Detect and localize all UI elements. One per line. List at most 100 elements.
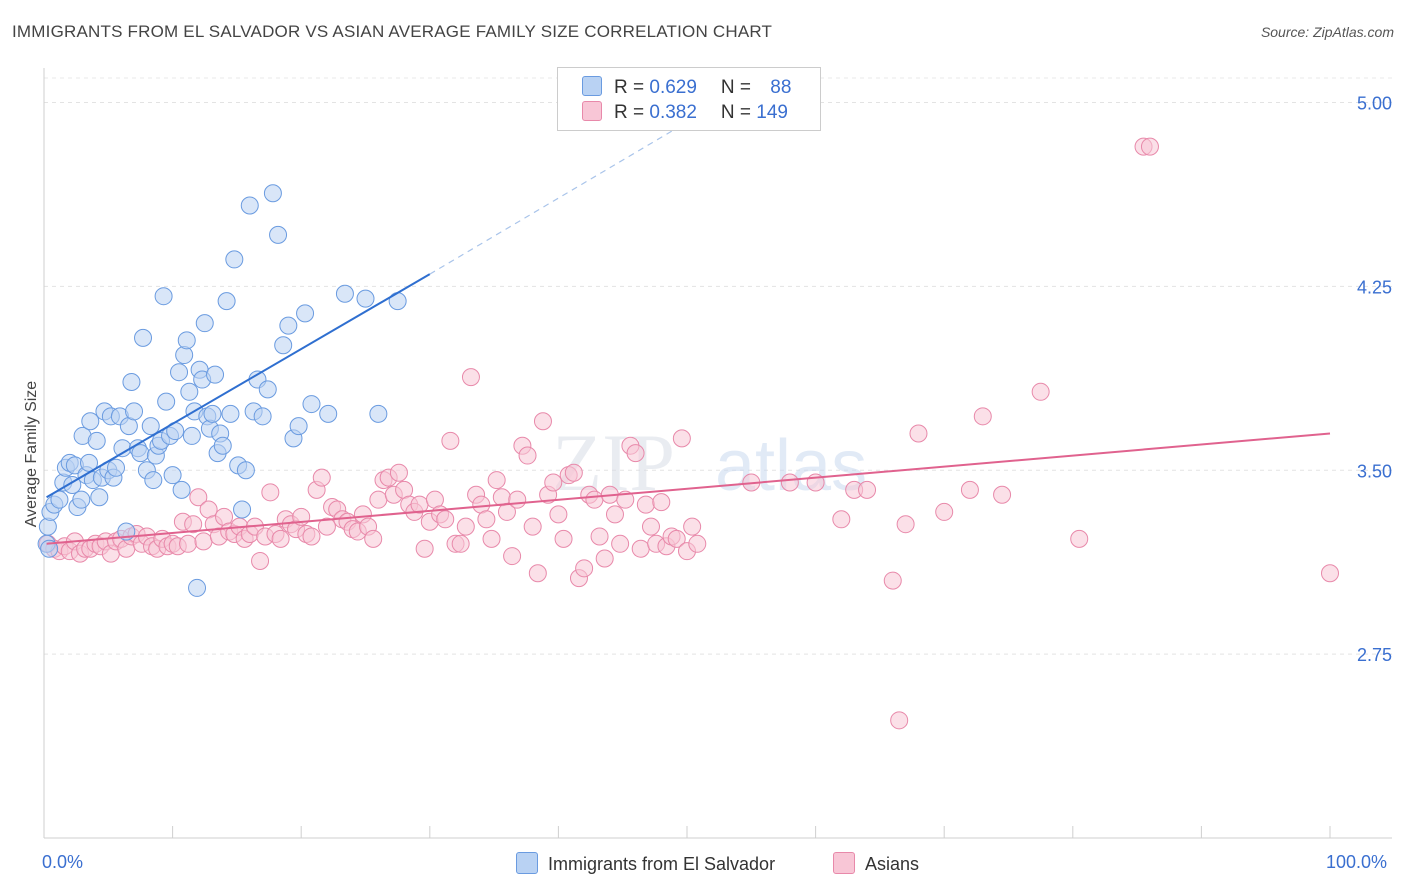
asians-point — [317, 517, 336, 536]
asians-point — [575, 559, 594, 578]
el-salvador-point — [154, 287, 173, 306]
el-salvador-point — [72, 490, 91, 509]
el-salvador-point — [170, 363, 189, 382]
legend-n-label: N = — [720, 77, 757, 98]
trend-lines — [46, 121, 1331, 545]
el-salvador-point — [213, 436, 232, 455]
el-salvador-point — [125, 402, 144, 421]
asians-point — [302, 527, 321, 546]
asians-point — [554, 529, 573, 548]
el-salvador-point — [319, 404, 338, 423]
el-salvador-point — [182, 426, 201, 445]
asians-point — [858, 480, 877, 499]
el-salvador-point — [356, 289, 375, 308]
asians-point — [451, 534, 470, 553]
el-salvador-point — [279, 316, 298, 335]
asians-point — [1070, 529, 1089, 548]
el-salvador-point — [274, 336, 293, 355]
el-salvador-points — [37, 184, 407, 597]
asians-point — [487, 471, 506, 490]
series-legend: Immigrants from El Salvador Asians — [0, 852, 1406, 878]
el-salvador-point — [87, 431, 106, 450]
legend-swatch-blue — [582, 76, 602, 96]
asians-point — [688, 534, 707, 553]
el-salvador-point — [388, 292, 407, 311]
asians-point — [482, 529, 501, 548]
watermark-atlas: atlas — [715, 426, 867, 506]
el-salvador-point — [233, 500, 252, 519]
el-salvador-point — [107, 458, 126, 477]
legend-r-label: R = — [614, 102, 650, 123]
el-salvador-point — [90, 488, 109, 507]
el-salvador-point — [157, 392, 176, 411]
el-salvador-point — [302, 395, 321, 414]
legend-n-value: 88 — [770, 77, 792, 98]
el-salvador-point — [296, 304, 315, 323]
chart-title: IMMIGRANTS FROM EL SALVADOR VS ASIAN AVE… — [12, 22, 773, 41]
asians-point — [832, 510, 851, 529]
el-salvador-point — [221, 404, 240, 423]
asians-point — [436, 510, 455, 529]
asians-point — [369, 490, 388, 509]
el-salvador-point — [195, 314, 214, 333]
source-credit: Source: ZipAtlas.com — [1261, 24, 1394, 40]
asians-point — [508, 490, 527, 509]
el-salvador-point — [40, 539, 59, 558]
asians-point — [179, 534, 198, 553]
asians-point — [672, 429, 691, 448]
y-tick-label: 4.25 — [1357, 277, 1392, 297]
el-salvador-point — [141, 417, 160, 436]
asians-point — [389, 463, 408, 482]
asians-point — [1321, 564, 1339, 583]
el-salvador-point — [263, 184, 282, 203]
legend-item-el-salvador[interactable]: Immigrants from El Salvador — [516, 852, 775, 875]
legend-n-label: N = — [720, 102, 757, 123]
legend-n-value: 149 — [756, 102, 788, 123]
x-tick-label-left: 0.0% — [42, 852, 84, 872]
legend-item-asians[interactable]: Asians — [833, 852, 919, 875]
asians-point — [595, 549, 614, 568]
asians-point — [533, 412, 552, 431]
el-salvador-point — [144, 471, 163, 490]
asians-point — [590, 527, 609, 546]
asians-point — [364, 529, 383, 548]
legend-r-value: 0.629 — [649, 77, 697, 98]
asians-point — [194, 532, 213, 551]
axes — [43, 68, 1392, 839]
el-salvador-point — [335, 284, 354, 303]
el-salvador-point — [369, 404, 388, 423]
asians-point — [890, 711, 909, 730]
asians-point — [312, 468, 331, 487]
el-salvador-point — [203, 404, 222, 423]
el-salvador-point — [206, 365, 225, 384]
el-salvador-point — [50, 490, 69, 509]
asians-point — [896, 515, 915, 534]
asians-point — [605, 505, 624, 524]
y-axis-label: Average Family Size — [23, 380, 40, 528]
legend-row-el-salvador: R = 0.629 N = 88 — [582, 76, 791, 100]
el-salvador-point — [134, 328, 153, 347]
asians-point — [184, 515, 203, 534]
y-tick-label: 2.75 — [1357, 645, 1392, 665]
el-salvador-point — [269, 225, 288, 244]
el-salvador-point — [38, 517, 57, 536]
asians-points — [38, 137, 1339, 730]
legend-r-value: 0.382 — [649, 102, 697, 123]
source-name: ZipAtlas.com — [1313, 24, 1394, 40]
asians-point — [544, 473, 563, 492]
el-salvador-point — [289, 417, 308, 436]
asians-point — [909, 424, 928, 443]
el-salvador-point — [240, 196, 259, 215]
el-salvador-point — [253, 407, 272, 426]
legend-r-label: R = — [614, 77, 650, 98]
asians-point — [641, 517, 660, 536]
asians-point — [456, 517, 475, 536]
asians-point — [935, 502, 954, 521]
legend-swatch-pink — [582, 101, 602, 121]
el-salvador-point — [81, 412, 100, 431]
asians-point — [415, 539, 434, 558]
el-salvador-trend-extension — [429, 121, 688, 275]
asians-point — [518, 446, 537, 465]
asians-point — [441, 431, 460, 450]
asians-point — [189, 488, 208, 507]
